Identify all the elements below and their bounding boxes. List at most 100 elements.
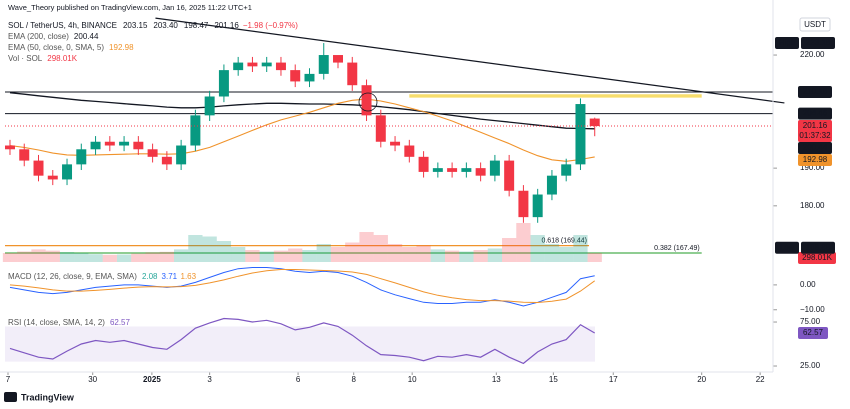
price-tag [798,154,832,167]
candle-body [504,160,515,191]
volume-bar [587,253,602,262]
volume-bar [2,253,18,262]
price-tag [801,37,835,50]
volume-bar [31,249,46,262]
x-tick-label: 15 [549,375,558,384]
vol-tag [798,252,836,264]
vol-name: Vol · SOL [8,54,43,63]
candle-body [390,141,401,146]
volume-bar [330,247,346,262]
candle-body [104,141,115,146]
candle-body [532,194,543,218]
volume-bar [573,235,588,262]
volume-bar [102,254,117,262]
tag-name: High [779,38,795,47]
candle-body [575,104,586,165]
candle-body [76,149,87,165]
price-tag-label: 204.46 [803,109,828,118]
volume-bar [288,248,303,262]
candle-body [561,164,572,176]
close: 201.16 [214,21,239,30]
currency[interactable]: USDT [804,20,826,29]
volume-bar [430,249,445,262]
x-tick-label: 20 [697,375,706,384]
volume-bar [544,244,560,262]
candle-body [4,145,15,150]
legend-symbol: SOL / TetherUS, 4h, BINANCE 203.15 203.40 1… [8,21,298,30]
volume-bar [345,242,360,262]
macd-signal-line [9,269,595,304]
volume-bar [231,247,246,262]
high: 203.40 [153,21,178,30]
candle-body [432,168,443,172]
x-tick-label: 10 [408,375,417,384]
candle-body [161,156,172,165]
candle-body [318,55,329,74]
trendline [155,17,785,104]
candle-body [90,141,101,150]
x-tick-label: 13 [492,375,501,384]
symbol: SOL / TetherUS, 4h, BINANCE [8,21,117,30]
rsi-tag [798,326,828,339]
price-tag [801,241,835,254]
candle-body [204,96,215,116]
volume-bar [473,250,488,262]
candle-body [489,160,500,176]
countdown: 01:37:32 [799,131,831,140]
volume-bar [159,251,174,262]
legend-macd: MACD (12, 26, close, 9, EMA, SMA) 2.08 3.7… [8,272,197,281]
x-tick-label: 7 [6,375,11,384]
candle-body [19,149,30,161]
volume-bar [316,244,331,262]
volume-bar [459,251,474,262]
legend-ema50: EMA (50, close, 0, SMA, 5) 192.98 [8,43,134,52]
vol-last: 298.01K [47,54,77,63]
volume-bar [359,232,374,262]
x-tick-label: 17 [609,375,618,384]
rsi-name: RSI (14, close, SMA, 14, 2) [8,318,105,327]
price-tag [798,86,832,99]
x-tick-label: 2025 [143,375,161,384]
volume-bar [116,254,132,262]
candle-body [190,115,201,146]
candle-body [62,164,73,180]
tag-name: Low [780,243,795,252]
volume-bar [59,252,75,262]
price-tag-label: 192.98 [803,155,828,164]
volume-bar [302,250,317,262]
rsi-tag-label: 62.57 [803,328,824,337]
x-tick-label: 22 [756,375,765,384]
publisher: Wave_Theory published on TradingView.com… [8,3,252,12]
y-tick-label: 190.00 [800,163,825,172]
currency-box[interactable] [799,17,831,32]
volume-bar [402,247,417,262]
volume-bar [487,248,503,262]
volume-bar [131,253,146,262]
tag-name-box [775,37,799,50]
candle-body [47,175,58,180]
fib-zone [409,94,702,98]
fib-label: 0.382 (167.49) [654,245,700,252]
ema200-line [9,92,595,130]
volume-bar [173,249,189,262]
legend-vol: Vol · SOL 298.01K [8,54,78,63]
volume-bar [259,251,274,262]
price-tag-label: 210.18 [803,87,828,96]
price-tag-label: 200.44 [803,143,828,152]
volume-bar [373,235,388,262]
logo: TradingView [21,392,75,402]
price-tag-label: 223.18 [806,38,831,47]
rsi-last: 62.57 [110,318,131,327]
change: −1.98 (−0.97%) [243,21,298,30]
candle-body [418,156,429,172]
volume-bar [145,252,160,262]
x-tick-label: 30 [88,375,97,384]
rsi-band [5,326,595,362]
price-tag-label: 201.16 [803,121,828,130]
volume-bar [216,241,232,262]
candle-body [261,62,272,67]
rsi-line [9,317,596,365]
volume-bar [17,251,32,262]
volume-bar [502,238,517,262]
